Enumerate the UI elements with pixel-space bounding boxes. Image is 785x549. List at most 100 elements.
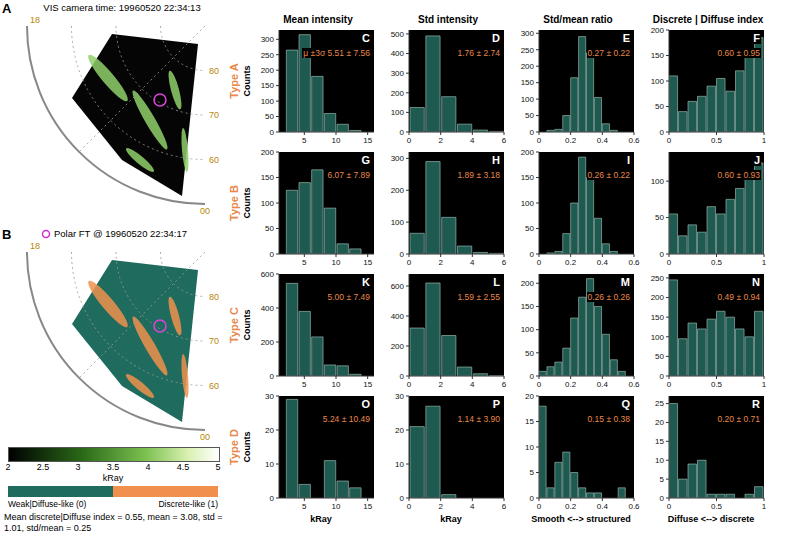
svg-text:0.4: 0.4 — [597, 502, 609, 511]
svg-text:200: 200 — [521, 148, 535, 157]
svg-text:150: 150 — [261, 81, 275, 90]
svg-text:60: 60 — [209, 381, 219, 391]
svg-text:4: 4 — [470, 258, 475, 267]
svg-text:10: 10 — [525, 443, 534, 452]
svg-text:0.5: 0.5 — [711, 136, 723, 145]
svg-text:0: 0 — [270, 250, 275, 259]
svg-text:100: 100 — [521, 325, 535, 334]
svg-text:00: 00 — [200, 206, 210, 216]
svg-text:200: 200 — [261, 338, 275, 347]
svg-text:0.4: 0.4 — [597, 258, 609, 267]
svg-text:6: 6 — [502, 136, 507, 145]
svg-text:50: 50 — [655, 213, 664, 222]
svg-text:0.5: 0.5 — [711, 258, 723, 267]
svg-text:200: 200 — [651, 293, 665, 302]
svg-text:600: 600 — [261, 270, 275, 279]
svg-text:150: 150 — [521, 302, 535, 311]
svg-text:100: 100 — [391, 218, 405, 227]
svg-text:5: 5 — [302, 502, 307, 511]
svg-text:600: 600 — [391, 282, 405, 291]
svg-text:4: 4 — [470, 136, 475, 145]
svg-text:80: 80 — [209, 66, 219, 76]
svg-text:2: 2 — [438, 258, 443, 267]
svg-text:2: 2 — [438, 502, 443, 511]
svg-text:50: 50 — [655, 102, 664, 111]
svg-text:30: 30 — [395, 392, 404, 401]
svg-text:50: 50 — [525, 349, 534, 358]
svg-text:250: 250 — [261, 51, 275, 60]
svg-text:0: 0 — [270, 128, 275, 137]
svg-text:0.4: 0.4 — [597, 380, 609, 389]
svg-text:0: 0 — [270, 494, 275, 503]
svg-text:0: 0 — [407, 502, 412, 511]
svg-text:150: 150 — [261, 173, 275, 182]
svg-text:50: 50 — [265, 224, 274, 233]
svg-text:0.2: 0.2 — [565, 136, 577, 145]
svg-text:5: 5 — [302, 380, 307, 389]
svg-text:300: 300 — [521, 29, 535, 38]
svg-text:10: 10 — [332, 380, 341, 389]
svg-text:6: 6 — [502, 502, 507, 511]
svg-text:400: 400 — [391, 312, 405, 321]
svg-text:1: 1 — [762, 258, 767, 267]
svg-text:0: 0 — [660, 250, 665, 259]
svg-text:0.5: 0.5 — [711, 502, 723, 511]
svg-text:30: 30 — [265, 392, 274, 401]
svg-text:Polar FT @ 19960520 22:34:17: Polar FT @ 19960520 22:34:17 — [54, 228, 187, 239]
svg-text:100: 100 — [521, 95, 535, 104]
svg-text:500: 500 — [391, 30, 405, 39]
svg-text:300: 300 — [391, 69, 405, 78]
svg-text:200: 200 — [261, 66, 275, 75]
svg-text:10: 10 — [332, 258, 341, 267]
svg-text:10: 10 — [655, 456, 664, 465]
svg-text:18: 18 — [30, 15, 40, 25]
svg-text:0.2: 0.2 — [565, 380, 577, 389]
svg-text:20: 20 — [395, 426, 404, 435]
svg-text:250: 250 — [651, 274, 665, 283]
svg-text:100: 100 — [261, 199, 275, 208]
svg-text:200: 200 — [391, 89, 405, 98]
svg-text:0: 0 — [537, 258, 542, 267]
svg-text:0: 0 — [667, 136, 672, 145]
svg-text:0.6: 0.6 — [628, 502, 640, 511]
svg-text:0: 0 — [407, 258, 412, 267]
svg-text:2: 2 — [438, 136, 443, 145]
svg-text:0: 0 — [270, 372, 275, 381]
svg-text:2: 2 — [438, 380, 443, 389]
svg-text:0: 0 — [400, 372, 405, 381]
svg-text:0.5: 0.5 — [711, 380, 723, 389]
svg-text:0: 0 — [667, 380, 672, 389]
svg-text:0: 0 — [537, 502, 542, 511]
svg-text:15: 15 — [363, 380, 372, 389]
svg-text:4: 4 — [470, 380, 475, 389]
svg-text:300: 300 — [391, 154, 405, 163]
svg-text:0: 0 — [407, 380, 412, 389]
svg-text:0: 0 — [530, 372, 535, 381]
svg-text:B: B — [2, 227, 11, 242]
svg-text:100: 100 — [651, 333, 665, 342]
svg-text:300: 300 — [261, 35, 275, 44]
svg-text:0: 0 — [660, 372, 665, 381]
svg-text:0.6: 0.6 — [628, 380, 640, 389]
svg-text:10: 10 — [332, 502, 341, 511]
svg-text:200: 200 — [261, 148, 275, 157]
svg-text:200: 200 — [391, 186, 405, 195]
svg-text:0: 0 — [407, 136, 412, 145]
svg-text:0: 0 — [530, 494, 535, 503]
svg-text:0: 0 — [400, 250, 405, 259]
svg-text:VIS camera time: 19960520 22:3: VIS camera time: 19960520 22:34:13 — [43, 2, 200, 13]
svg-text:0: 0 — [660, 128, 665, 137]
svg-text:20: 20 — [525, 392, 534, 401]
svg-text:400: 400 — [391, 49, 405, 58]
svg-text:4: 4 — [470, 502, 475, 511]
svg-text:50: 50 — [265, 112, 274, 121]
svg-text:5: 5 — [302, 258, 307, 267]
svg-text:15: 15 — [363, 136, 372, 145]
svg-text:15: 15 — [363, 502, 372, 511]
svg-text:100: 100 — [261, 97, 275, 106]
svg-text:0: 0 — [667, 258, 672, 267]
svg-text:50: 50 — [525, 111, 534, 120]
svg-text:150: 150 — [651, 51, 665, 60]
svg-text:20: 20 — [655, 418, 664, 427]
svg-text:0.2: 0.2 — [565, 502, 577, 511]
